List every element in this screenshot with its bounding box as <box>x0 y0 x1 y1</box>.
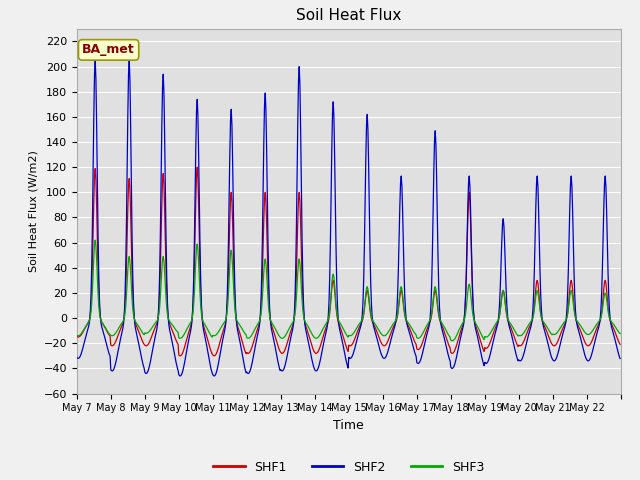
X-axis label: Time: Time <box>333 419 364 432</box>
Text: BA_met: BA_met <box>82 43 135 56</box>
Legend: SHF1, SHF2, SHF3: SHF1, SHF2, SHF3 <box>209 456 489 479</box>
Title: Soil Heat Flux: Soil Heat Flux <box>296 9 401 24</box>
Y-axis label: Soil Heat Flux (W/m2): Soil Heat Flux (W/m2) <box>28 150 38 272</box>
